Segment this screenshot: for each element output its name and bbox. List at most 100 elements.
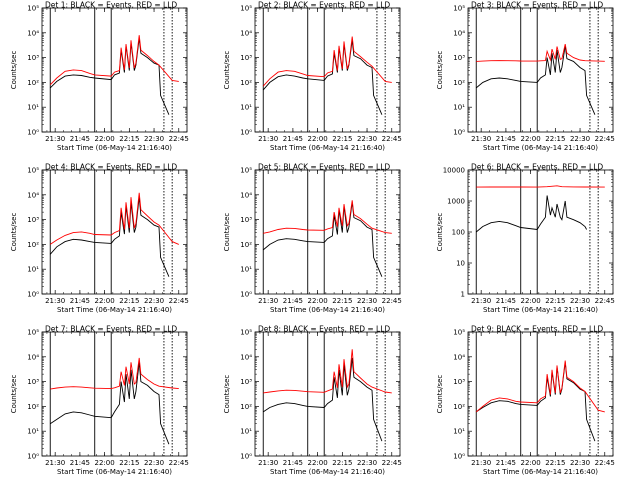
chart-title: Det 5: BLACK = Events, RED = LLD <box>258 163 390 172</box>
y-tick-label: 10⁴ <box>453 353 465 361</box>
chart-title: Det 6: BLACK = Events, RED = LLD <box>471 163 603 172</box>
y-tick-label: 10⁴ <box>240 353 252 361</box>
y-tick-label: 10⁴ <box>240 29 252 37</box>
x-tick-label: 22:00 <box>521 459 541 467</box>
y-axis-title: Counts/sec <box>223 51 231 90</box>
y-axis-title: Counts/sec <box>223 375 231 414</box>
x-tick-label: 22:00 <box>521 297 541 305</box>
y-axis-title: Counts/sec <box>436 375 444 414</box>
series-line-lld <box>476 44 605 62</box>
series-line-lld <box>49 192 179 245</box>
y-tick-label: 10² <box>27 403 39 411</box>
x-tick-label: 22:15 <box>119 459 139 467</box>
x-tick-label: 21:45 <box>496 135 516 143</box>
chart-panel-5: Det 5: BLACK = Events, RED = LLD 10⁰ 10¹ 10… <box>223 163 402 315</box>
y-tick-label: 10⁵ <box>453 329 465 337</box>
y-tick-label: 10⁵ <box>240 167 252 175</box>
y-tick-label: 10¹ <box>240 428 252 436</box>
y-tick-label: 10² <box>240 79 252 87</box>
y-axis-title: Counts/sec <box>10 51 18 90</box>
x-tick-label: 21:45 <box>496 459 516 467</box>
plot-frame <box>254 331 401 457</box>
plot-frame <box>467 331 614 457</box>
x-tick-label: 21:45 <box>70 459 90 467</box>
chart-panel-9: Det 9: BLACK = Events, RED = LLD 10⁰ 10¹ 10… <box>436 325 615 477</box>
x-tick-label: 22:45 <box>382 297 402 305</box>
chart-title: Det 7: BLACK = Events, RED = LLD <box>45 325 177 334</box>
y-tick-label: 10⁰ <box>240 453 252 461</box>
x-axis-title: Start Time (06-May-14 21:16:40) <box>483 468 598 476</box>
x-tick-label: 21:45 <box>70 135 90 143</box>
y-tick-label: 10⁴ <box>27 353 39 361</box>
y-tick-label: 10³ <box>27 216 39 224</box>
y-tick-label: 10³ <box>453 378 465 386</box>
series-line-events <box>262 357 383 442</box>
y-tick-label: 10⁰ <box>27 291 39 299</box>
series-line-lld <box>262 36 392 87</box>
x-axis-title: Start Time (06-May-14 21:16:40) <box>483 144 598 152</box>
y-tick-label: 10⁰ <box>240 129 252 137</box>
series-line-events <box>49 197 170 277</box>
y-tick-label: 10¹ <box>453 104 465 112</box>
x-tick-label: 22:45 <box>169 459 189 467</box>
x-axis-title: Start Time (06-May-14 21:16:40) <box>57 468 172 476</box>
y-tick-label: 10¹ <box>240 266 252 274</box>
series-line-events <box>49 362 170 445</box>
series-line-lld <box>263 349 392 394</box>
plot-frame <box>467 7 614 133</box>
x-tick-label: 21:30 <box>258 459 278 467</box>
y-tick-label: 10⁵ <box>27 329 39 337</box>
chart-panel-2: Det 2: BLACK = Events, RED = LLD 10⁰ 10¹ 10… <box>223 1 402 153</box>
x-tick-label: 21:30 <box>45 135 65 143</box>
y-tick-label: 10² <box>27 241 39 249</box>
y-tick-label: 10⁴ <box>27 191 39 199</box>
x-tick-label: 22:00 <box>308 297 328 305</box>
y-tick-label: 10¹ <box>240 104 252 112</box>
y-tick-label: 10⁰ <box>27 129 39 137</box>
series-line-lld <box>475 360 605 413</box>
x-tick-label: 22:30 <box>144 459 164 467</box>
y-axis-title: Counts/sec <box>10 213 18 252</box>
x-tick-label: 22:30 <box>144 135 164 143</box>
chart-panel-6: Det 6: BLACK = Events, RED = LLD 1 10 100 10… <box>436 163 615 315</box>
x-tick-label: 22:15 <box>119 297 139 305</box>
y-tick-label: 10⁵ <box>240 5 252 13</box>
chart-title: Det 4: BLACK = Events, RED = LLD <box>45 163 177 172</box>
x-tick-label: 22:00 <box>308 459 328 467</box>
x-tick-label: 21:30 <box>45 297 65 305</box>
x-tick-label: 21:45 <box>70 297 90 305</box>
y-tick-label: 10² <box>240 403 252 411</box>
x-tick-label: 22:15 <box>545 459 565 467</box>
x-tick-label: 22:30 <box>357 459 377 467</box>
y-tick-label: 10⁰ <box>453 453 465 461</box>
x-tick-label: 22:15 <box>332 135 352 143</box>
series-line-lld <box>263 200 392 234</box>
x-tick-label: 22:00 <box>308 135 328 143</box>
x-tick-label: 22:45 <box>169 135 189 143</box>
x-tick-label: 22:15 <box>332 459 352 467</box>
plot-frame <box>41 7 188 133</box>
x-axis-title: Start Time (06-May-14 21:16:40) <box>57 306 172 314</box>
series-line-events <box>475 45 596 115</box>
x-axis-title: Start Time (06-May-14 21:16:40) <box>483 306 598 314</box>
x-tick-label: 22:30 <box>357 135 377 143</box>
x-tick-label: 21:45 <box>496 297 516 305</box>
chart-title: Det 1: BLACK = Events, RED = LLD <box>45 1 177 10</box>
y-tick-label: 10⁰ <box>453 129 465 137</box>
y-tick-label: 10³ <box>240 216 252 224</box>
x-tick-label: 21:30 <box>45 459 65 467</box>
y-axis-title: Counts/sec <box>436 51 444 90</box>
x-axis-title: Start Time (06-May-14 21:16:40) <box>270 468 385 476</box>
x-tick-label: 22:45 <box>595 459 615 467</box>
series-line-lld <box>50 357 179 390</box>
chart-panel-1: Det 1: BLACK = Events, RED = LLD 10⁰ 10¹ 10… <box>10 1 189 153</box>
y-tick-label: 10¹ <box>453 428 465 436</box>
chart-title: Det 3: BLACK = Events, RED = LLD <box>471 1 603 10</box>
x-axis-title: Start Time (06-May-14 21:16:40) <box>270 306 385 314</box>
y-tick-label: 10¹ <box>27 428 39 436</box>
y-tick-label: 10⁵ <box>27 5 39 13</box>
x-tick-label: 22:30 <box>357 297 377 305</box>
y-tick-label: 10⁵ <box>27 167 39 175</box>
y-tick-label: 10⁴ <box>453 29 465 37</box>
